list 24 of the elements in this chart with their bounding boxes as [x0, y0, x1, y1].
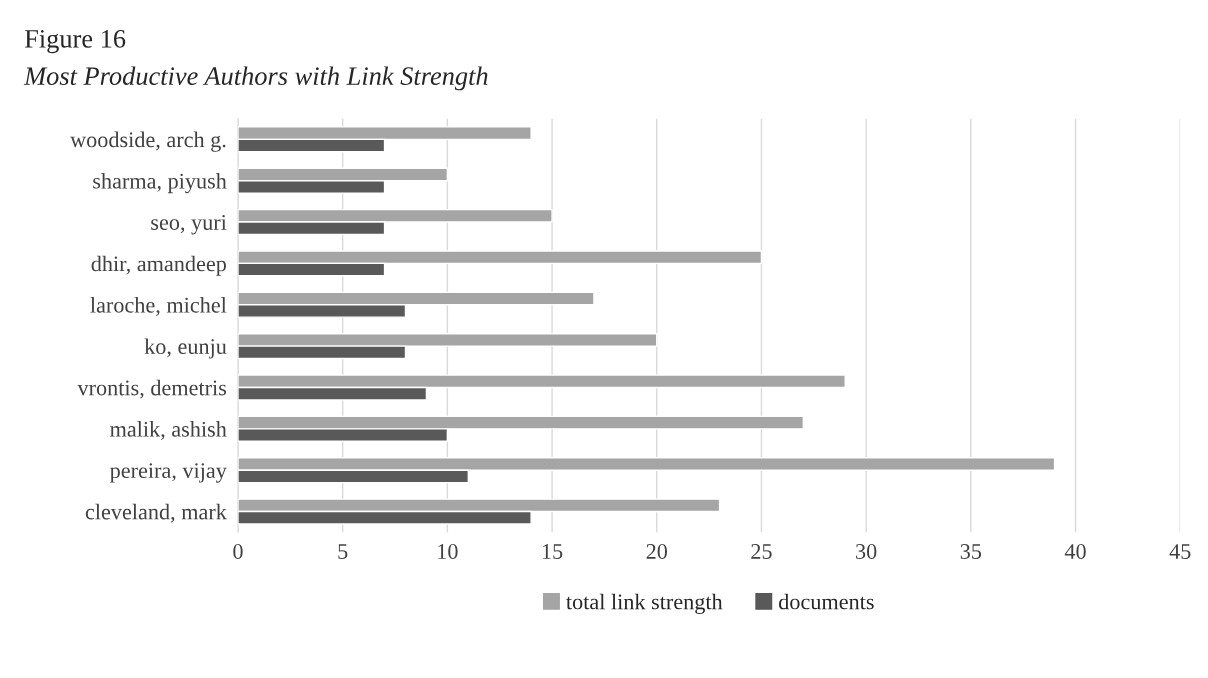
legend-label: total link strength: [566, 593, 723, 614]
x-tick-label: 15: [542, 544, 563, 559]
y-tick-label: vrontis, demetris: [77, 379, 227, 399]
y-tick-label: dhir, amandeep: [91, 255, 226, 276]
y-tick-label: malik, ashish: [110, 421, 227, 440]
x-tick-label: 30: [856, 543, 877, 559]
x-tick-label: 45: [1169, 544, 1191, 559]
x-tick-label: 0: [233, 543, 243, 559]
y-tick-label: ko, eunju: [144, 338, 227, 359]
y-tick-label: laroche, michel: [90, 297, 227, 316]
x-tick-label: 20: [646, 543, 668, 559]
y-tick-label: seo, yuri: [151, 215, 227, 235]
chart-title: Figure 16: [24, 29, 126, 54]
x-tick-label: 40: [1064, 543, 1086, 559]
chart-subtitle: Most Productive Authors with Link Strength: [23, 66, 488, 91]
x-tick-label: 5: [338, 544, 348, 559]
x-tick-label: 35: [960, 544, 982, 559]
y-tick-label: pereira, vijay: [110, 463, 227, 483]
x-tick-label: 25: [751, 544, 772, 559]
x-tick-label: 10: [438, 543, 458, 559]
legend-label: documents: [779, 593, 874, 610]
y-tick-label: woodside, arch g.: [70, 131, 226, 152]
y-tick-label: sharma, piyush: [93, 172, 227, 194]
y-tick-label: cleveland, mark: [85, 503, 227, 523]
